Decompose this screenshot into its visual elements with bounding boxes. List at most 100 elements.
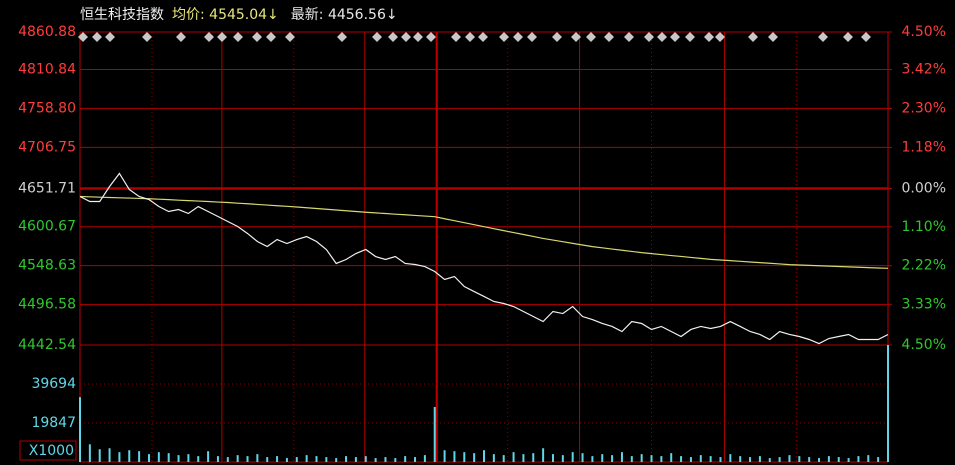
y-tick-label: 4706.75 bbox=[18, 139, 76, 155]
event-marker bbox=[818, 32, 828, 42]
volume-bar bbox=[157, 452, 160, 462]
volume-bar bbox=[887, 345, 889, 462]
volume-bar bbox=[551, 454, 554, 462]
volume-bar bbox=[236, 455, 239, 462]
volume-bar bbox=[266, 457, 269, 462]
volume-bar bbox=[147, 454, 150, 462]
volume-bar bbox=[384, 457, 387, 462]
volume-bar bbox=[443, 450, 446, 462]
volume-bar bbox=[79, 397, 81, 462]
y-tick-label: 4442.54 bbox=[18, 337, 76, 353]
event-marker bbox=[513, 32, 523, 42]
event-marker bbox=[478, 32, 488, 42]
volume-bar bbox=[345, 456, 348, 462]
volume-bar bbox=[463, 452, 466, 462]
event-marker bbox=[372, 32, 382, 42]
y-tick-label: 4758.80 bbox=[18, 100, 76, 116]
volume-bar bbox=[837, 457, 840, 462]
volume-bar bbox=[611, 455, 614, 462]
event-marker bbox=[624, 32, 634, 42]
y2-tick-label: 3.42% bbox=[902, 62, 946, 78]
y2-tick-label: 2.30% bbox=[902, 101, 946, 117]
volume-bar bbox=[798, 456, 801, 462]
event-marker bbox=[92, 32, 102, 42]
y-tick-label: 4548.63 bbox=[18, 258, 76, 274]
y2-tick-label: 4.50% bbox=[902, 24, 946, 40]
volume-bar bbox=[788, 455, 791, 462]
volume-bar bbox=[640, 454, 643, 462]
volume-bar bbox=[542, 448, 545, 462]
volume-bar bbox=[88, 444, 91, 462]
event-marker bbox=[217, 32, 227, 42]
event-marker bbox=[861, 32, 871, 42]
volume-bar bbox=[877, 457, 880, 462]
event-marker bbox=[401, 32, 411, 42]
volume-bar bbox=[483, 450, 485, 462]
volume-bar bbox=[177, 455, 180, 462]
volume-bar bbox=[276, 456, 279, 462]
volume-bar bbox=[226, 457, 229, 462]
event-marker bbox=[204, 32, 214, 42]
volume-bar bbox=[778, 457, 781, 462]
event-marker bbox=[704, 32, 714, 42]
volume-bar bbox=[867, 455, 870, 462]
y-tick-label: 4810.84 bbox=[18, 61, 76, 77]
average-line bbox=[79, 195, 889, 269]
volume-bar bbox=[620, 452, 623, 462]
volume-bar bbox=[758, 456, 761, 462]
volume-bar bbox=[305, 455, 308, 462]
volume-bar bbox=[581, 453, 584, 462]
event-marker bbox=[142, 32, 152, 42]
event-marker bbox=[337, 32, 347, 42]
volume-bar bbox=[335, 458, 338, 462]
y-tick-label: 4600.67 bbox=[18, 219, 76, 235]
volume-tick-label: 19847 bbox=[31, 415, 76, 431]
volume-bar bbox=[414, 457, 417, 462]
volume-bar bbox=[857, 456, 860, 462]
volume-bar bbox=[256, 454, 259, 462]
volume-bar bbox=[374, 458, 377, 462]
volume-bar bbox=[749, 457, 752, 462]
volume-bar bbox=[808, 457, 811, 462]
volume-bar bbox=[453, 451, 456, 462]
y2-tick-label: 1.10% bbox=[902, 219, 946, 235]
event-marker bbox=[644, 32, 654, 42]
volume-bar bbox=[423, 455, 426, 462]
volume-unit: X1000 bbox=[29, 443, 74, 459]
event-marker bbox=[285, 32, 295, 42]
event-marker bbox=[586, 32, 596, 42]
volume-bar bbox=[522, 454, 525, 462]
volume-bar bbox=[207, 451, 210, 462]
volume-bar bbox=[404, 456, 407, 462]
event-marker bbox=[768, 32, 778, 42]
volume-bar bbox=[818, 458, 821, 462]
volume-tick-label: 39694 bbox=[31, 376, 76, 392]
event-marker bbox=[552, 32, 562, 42]
volume-bar bbox=[473, 453, 476, 462]
volume-bar bbox=[699, 455, 702, 462]
volume-bar bbox=[285, 458, 288, 462]
y-tick-label: 4860.88 bbox=[18, 24, 76, 40]
event-marker bbox=[604, 32, 614, 42]
volume-unit-box bbox=[19, 440, 77, 461]
volume-bar bbox=[660, 456, 663, 462]
event-marker bbox=[413, 32, 423, 42]
event-marker bbox=[105, 32, 115, 42]
volume-bar bbox=[680, 456, 683, 462]
event-marker bbox=[252, 32, 262, 42]
event-marker bbox=[685, 32, 695, 42]
volume-bar bbox=[187, 454, 190, 462]
event-marker bbox=[266, 32, 276, 42]
event-marker bbox=[748, 32, 758, 42]
volume-bar bbox=[561, 455, 564, 462]
volume-bar bbox=[591, 456, 594, 462]
y2-tick-label: 4.50% bbox=[902, 337, 946, 353]
volume-bar bbox=[246, 456, 249, 462]
volume-bar bbox=[167, 453, 170, 462]
y2-tick-label: 0.00% bbox=[902, 181, 946, 197]
volume-bar bbox=[502, 455, 505, 462]
chart-title: 恒生科技指数 bbox=[80, 7, 164, 23]
